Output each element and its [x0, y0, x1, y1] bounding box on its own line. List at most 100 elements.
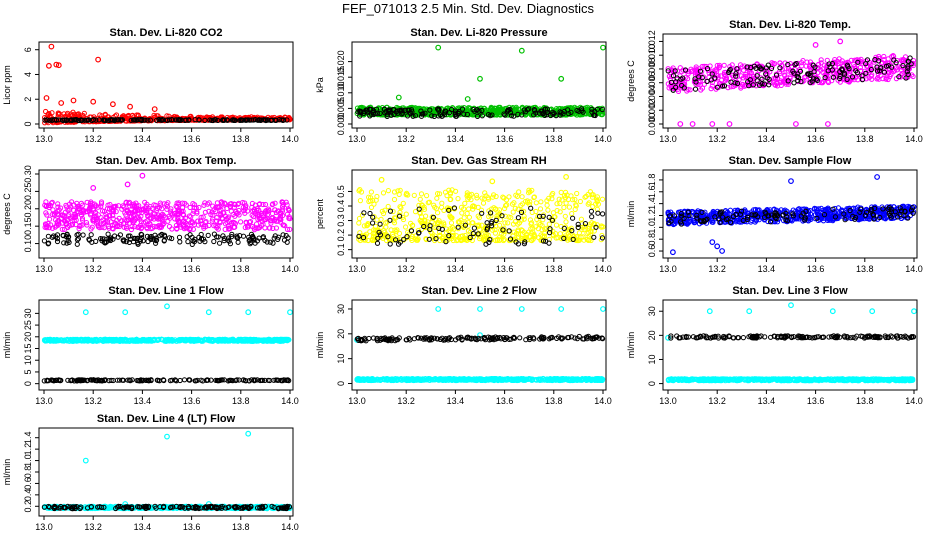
data-point [399, 107, 405, 113]
data-point [728, 219, 734, 225]
data-point [157, 200, 163, 206]
data-points [665, 38, 917, 127]
data-point [599, 196, 606, 202]
data-point [388, 236, 394, 242]
data-point [370, 220, 376, 226]
data-point [497, 108, 504, 114]
data-point [502, 213, 508, 219]
data-point-outlier [70, 97, 77, 104]
y-tick-label: 0.8 [647, 233, 657, 246]
data-point [435, 219, 441, 225]
data-point [692, 86, 699, 92]
data-point [452, 111, 459, 118]
y-tick-label: 0.020 [336, 50, 346, 73]
data-point [186, 117, 192, 123]
data-point [521, 213, 527, 219]
x-tick-label: 13.0 [659, 264, 677, 274]
data-point [183, 220, 189, 227]
data-point [455, 219, 461, 225]
data-point [61, 111, 67, 117]
data-point [767, 219, 774, 225]
data-point [829, 61, 836, 67]
data-point [733, 71, 739, 77]
x-tick-label: 13.2 [84, 134, 102, 144]
data-point [818, 60, 824, 66]
data-point [390, 208, 396, 215]
data-point [506, 228, 512, 234]
data-point [479, 222, 485, 228]
data-point [678, 210, 684, 217]
data-point [49, 211, 55, 218]
series-primary [354, 44, 606, 118]
data-point [870, 211, 876, 217]
data-point [590, 192, 596, 198]
data-point [437, 112, 443, 118]
data-point [466, 195, 472, 201]
data-point [782, 207, 788, 213]
data-point [158, 212, 165, 218]
data-point [116, 203, 122, 209]
data-point-outlier [600, 44, 606, 51]
data-point [882, 215, 888, 221]
series-black [666, 205, 916, 227]
data-point [759, 76, 765, 82]
data-point [65, 217, 71, 223]
data-point [79, 217, 86, 223]
data-point [855, 59, 861, 65]
data-point [666, 85, 672, 91]
data-point [511, 200, 517, 206]
data-point [217, 204, 223, 210]
panel-title: Stan. Dev. Amb. Box Temp. [96, 155, 237, 167]
y-axis-label: kPa [315, 77, 325, 93]
data-point [712, 214, 718, 220]
data-point [832, 214, 839, 220]
x-tick-label: 13.8 [232, 396, 250, 406]
data-point [356, 215, 363, 222]
data-point [246, 222, 252, 228]
data-point [385, 188, 391, 194]
data-point [230, 117, 236, 123]
data-point [374, 193, 380, 200]
data-point [69, 117, 75, 123]
data-point [750, 82, 756, 88]
data-point [678, 221, 685, 227]
data-point [496, 237, 503, 243]
data-point [519, 194, 525, 200]
data-point [284, 239, 290, 245]
data-point [500, 194, 506, 200]
data-point-outlier [812, 42, 819, 48]
data-point [535, 213, 541, 219]
panel-ambtemp: Stan. Dev. Amb. Box Temp.degrees C13.0 13… [2, 155, 299, 274]
data-point [544, 202, 550, 208]
data-point [126, 118, 132, 124]
plot-frame [351, 169, 607, 259]
data-point [158, 223, 164, 230]
data-point [92, 210, 98, 216]
data-point [166, 213, 172, 219]
data-point [424, 193, 430, 199]
data-point [890, 66, 896, 73]
data-point [418, 191, 425, 197]
data-point [84, 199, 90, 205]
data-point [446, 233, 452, 239]
data-point [215, 117, 221, 124]
data-point [872, 205, 878, 211]
data-point [554, 201, 560, 207]
data-point [435, 191, 441, 197]
data-point [429, 233, 436, 239]
data-point [63, 234, 69, 240]
data-point [252, 117, 258, 123]
data-point [238, 219, 244, 225]
y-tick-label: 0.25 [23, 183, 33, 201]
data-point [714, 84, 720, 90]
data-point [595, 201, 602, 207]
data-point [559, 197, 565, 203]
data-point [826, 61, 832, 67]
y-tick-label: 0.008 [647, 58, 657, 81]
data-point [116, 215, 122, 221]
data-point [501, 195, 507, 201]
data-point [397, 204, 403, 210]
data-point [888, 206, 894, 212]
data-point [363, 107, 369, 113]
